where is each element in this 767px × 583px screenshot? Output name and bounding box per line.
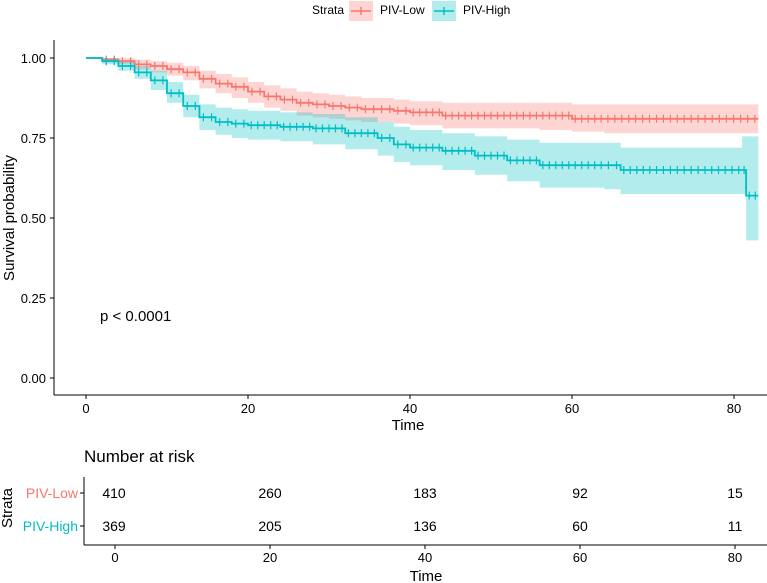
risk-strata-label: PIV-Low bbox=[26, 485, 79, 501]
y-tick-label: 0.25 bbox=[21, 291, 46, 306]
legend: Strata PIV-Low PIV-High bbox=[312, 1, 510, 21]
curve-piv-low bbox=[86, 57, 759, 120]
risk-cell: 410 bbox=[102, 485, 126, 501]
band-piv-high bbox=[86, 58, 759, 241]
y-axis-label: Survival probability bbox=[1, 155, 18, 281]
x-tick-label: 40 bbox=[403, 401, 417, 416]
risk-table-cells: 410 260 183 92 15 369 205 136 60 11 bbox=[102, 485, 743, 534]
risk-cell: 15 bbox=[727, 485, 743, 501]
x-axis-ticks: 0 20 40 60 80 bbox=[82, 395, 741, 416]
y-tick-label: 1.00 bbox=[21, 51, 46, 66]
risk-cell: 136 bbox=[413, 518, 437, 534]
risk-x-tick-label: 40 bbox=[418, 550, 432, 565]
legend-label-piv-high: PIV-High bbox=[463, 3, 510, 17]
risk-cell: 60 bbox=[572, 518, 588, 534]
x-tick-label: 60 bbox=[565, 401, 579, 416]
survival-curves bbox=[86, 57, 759, 197]
risk-x-tick-label: 20 bbox=[263, 550, 277, 565]
risk-x-tick-label: 0 bbox=[111, 550, 118, 565]
x-axis-label: Time bbox=[392, 417, 425, 434]
x-tick-label: 0 bbox=[82, 401, 89, 416]
risk-table-title: Number at risk bbox=[84, 447, 195, 466]
risk-cell: 183 bbox=[413, 485, 437, 501]
x-tick-label: 80 bbox=[727, 401, 741, 416]
y-tick-label: 0.00 bbox=[21, 371, 46, 386]
legend-label-piv-low: PIV-Low bbox=[380, 3, 425, 17]
censor-marks bbox=[105, 55, 756, 200]
km-plot: 0.00 0.25 0.50 0.75 1.00 0 20 40 60 80 p < 0.000… bbox=[1, 40, 767, 434]
risk-x-tick-label: 60 bbox=[573, 550, 587, 565]
x-tick-label: 20 bbox=[241, 401, 255, 416]
y-axis-ticks: 0.00 0.25 0.50 0.75 1.00 bbox=[21, 51, 54, 386]
confidence-bands bbox=[86, 58, 759, 241]
legend-title: Strata bbox=[312, 3, 344, 17]
risk-cell: 205 bbox=[258, 518, 282, 534]
risk-table-x-ticks: 0 20 40 60 80 bbox=[111, 545, 742, 565]
risk-table-y-axis-label: Strata bbox=[0, 487, 16, 528]
risk-table: Number at risk 410 260 183 92 15 369 205 136 60 1… bbox=[0, 447, 767, 583]
y-tick-label: 0.75 bbox=[21, 131, 46, 146]
risk-cell: 369 bbox=[102, 518, 126, 534]
risk-cell: 11 bbox=[728, 518, 743, 534]
curve-piv-high bbox=[86, 57, 759, 197]
risk-cell: 92 bbox=[572, 485, 588, 501]
band-piv-low bbox=[86, 58, 759, 134]
risk-x-tick-label: 80 bbox=[728, 550, 742, 565]
risk-cell: 260 bbox=[258, 485, 282, 501]
risk-strata-label: PIV-High bbox=[23, 518, 78, 534]
p-value-annotation: p < 0.0001 bbox=[100, 308, 171, 325]
risk-table-strata-labels: PIV-Low PIV-High bbox=[23, 485, 84, 534]
y-tick-label: 0.50 bbox=[21, 211, 46, 226]
risk-table-x-axis-label: Time bbox=[410, 568, 443, 583]
